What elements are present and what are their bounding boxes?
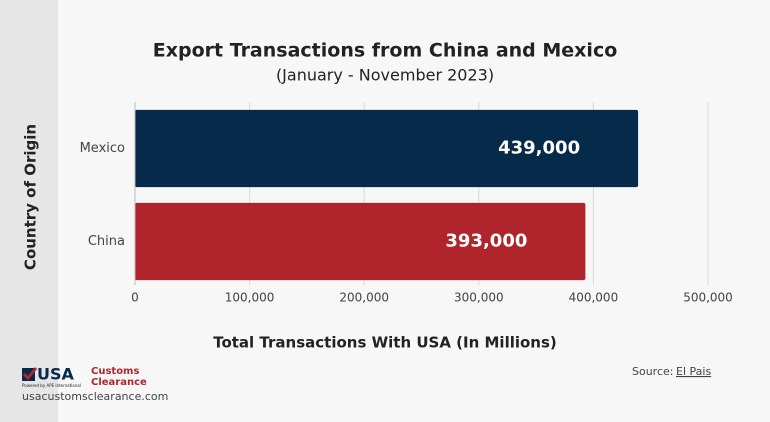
bar [135, 202, 586, 281]
y-tick-label: Mexico [80, 141, 125, 156]
source-label: Source: [632, 365, 674, 378]
value-label: 393,000 [445, 231, 527, 252]
logo-mark: USA [37, 365, 75, 384]
x-tick-label: 500,000 [683, 291, 733, 305]
logo-line1: Customs [91, 366, 139, 377]
logo-check [22, 367, 38, 381]
y-axis-title: Country of Origin [22, 124, 40, 270]
bar [135, 109, 639, 188]
x-tick-label: 200,000 [339, 291, 389, 305]
x-axis-title: Total Transactions With USA (In Millions… [213, 334, 557, 352]
website: usacustomsclearance.com [22, 390, 168, 403]
logo-line2: Clearance [91, 377, 147, 388]
chart-title: Export Transactions from China and Mexic… [153, 40, 618, 62]
x-tick-label: 400,000 [569, 291, 619, 305]
logo-tagline: Powered by APE International [22, 383, 81, 388]
value-label: 439,000 [498, 138, 580, 159]
y-tick-label: China [88, 234, 125, 249]
side-strip [0, 0, 58, 422]
x-tick-label: 300,000 [454, 291, 504, 305]
chart-subtitle: (January - November 2023) [276, 66, 494, 85]
source-link[interactable]: El Pais [676, 365, 711, 378]
logo: USA Customs Clearance Powered by APE Int… [22, 365, 147, 388]
x-tick-label: 100,000 [225, 291, 275, 305]
x-tick-label: 0 [131, 291, 139, 305]
